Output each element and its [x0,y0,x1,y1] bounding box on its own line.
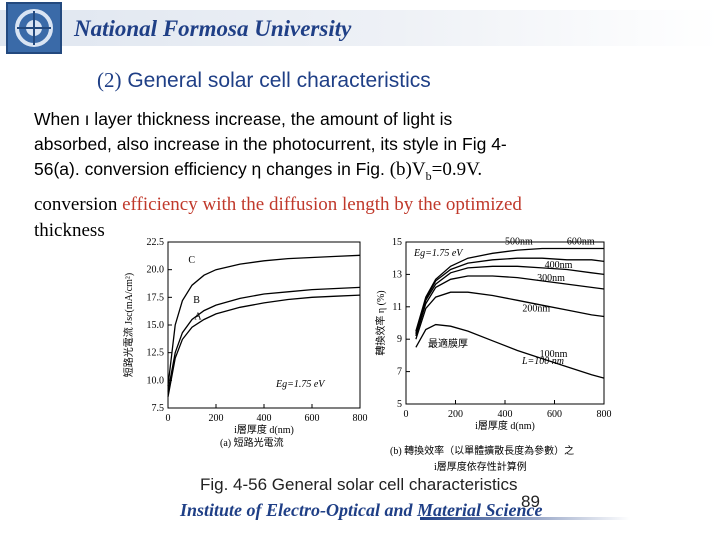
body-line-3: 56(a). conversion efficiency η changes i… [34,158,694,188]
series-label-600nm: 600nm [567,236,595,247]
series-line-A [167,294,361,398]
university-logo-icon [6,2,62,54]
y-tick-label: 13 [392,269,402,280]
chart-a-caption: (a) 短路光電流 [220,436,284,449]
chart-b-annotation-optimum: 最適膜厚 [428,337,468,350]
series-label-500nm: 500nm [505,236,533,247]
section-number: (2) [97,68,122,92]
series-line-400nm [415,265,605,335]
x-tick-label: 800 [597,409,612,420]
body-line-4-red: efficiency with the diffusion length by … [122,194,522,215]
series-line-C [167,254,361,386]
body-line-5: thickness [34,220,105,241]
y-tick-label: 12.5 [147,348,165,359]
footer-institute: Institute of Electro-Optical and Materia… [180,500,543,520]
chart-b-caption-line-1: (b) 轉換效率（以單體擴散長度為參數）之 [390,444,574,457]
x-tick-label: 200 [209,413,224,424]
y-axis-label: 轉換效率 η (%) [374,290,387,355]
body-line-2: absorbed, also increase in the photocurr… [34,134,507,154]
body-line-3-text: 56(a). conversion efficiency η changes i… [34,159,385,179]
x-tick-label: 800 [353,413,368,424]
y-tick-label: 7 [397,367,402,378]
chart-b: 0 200 400 600 800 5 7 9 11 13 15 600nm 500nm 400nm 300… [372,232,622,477]
header-band [0,10,720,46]
y-tick-label: 9 [397,334,402,345]
x-axis-label: i層厚度 d(nm) [234,423,294,436]
plot-frame [167,241,361,409]
series-label-B: B [193,295,200,306]
y-tick-label: 15 [392,237,402,248]
y-tick-label: 15.0 [147,320,165,331]
y-tick-label: 10.0 [147,375,165,386]
series-label-A: A [194,311,202,322]
chart-a-annotation: Eg=1.75 eV [275,379,326,390]
y-tick-label: 20.0 [147,265,165,276]
series-line-600nm [415,247,604,332]
series-line-300nm [415,275,605,337]
footer-rule [420,517,630,520]
series-line-200nm [415,291,605,340]
figure-caption: Fig. 4-56 General solar cell characteris… [200,475,518,494]
x-tick-label: 400 [498,409,513,420]
x-axis-label: i層厚度 d(nm) [475,419,535,432]
x-tick-label: 200 [448,409,463,420]
y-tick-label: 17.5 [147,292,165,303]
body-line-3-voltage: (b)Vb=0.9V. [389,159,483,183]
x-tick-label: 400 [257,413,272,424]
body-line-4-black: conversion [34,194,123,215]
section-title-text: General solar cell characteristics [127,69,431,92]
y-axis-label: 短路光電流 Jsc(mA/cm²) [122,273,135,377]
chart-a: 0 200 400 600 800 7.5 10.0 12.5 15.0 17.5 20.0 22.5… [120,232,370,457]
body-line-1: When ı layer thickness increase, the amo… [34,109,453,129]
y-tick-label: 5 [397,399,402,410]
series-label-300nm: 300nm [537,273,565,284]
chart-b-annotation-l: L=100 nm [521,356,564,367]
series-label-400nm: 400nm [545,260,573,271]
section-title: (2) General solar cell characteristics [97,68,431,93]
chart-a-svg: 0 200 400 600 800 7.5 10.0 12.5 15.0 17.5 20.0 22.5… [122,237,368,449]
x-tick-label: 600 [547,409,562,420]
series-label-100nm: 100nm [540,349,568,360]
university-name: National Formosa University [74,16,352,41]
page-number: 89 [521,492,540,511]
x-tick-label: 0 [166,413,171,424]
body-line-4: conversion efficiency with the diffusion… [34,193,694,216]
series-line-100nm [415,323,605,379]
chart-b-annotation-eg: Eg=1.75 eV [413,248,464,259]
chart-b-caption-line-2: i層厚度依存性計算例 [434,460,527,473]
series-label-200nm: 200nm [522,304,550,315]
y-tick-label: 7.5 [152,403,165,414]
x-tick-label: 0 [404,409,409,420]
chart-b-svg: 0 200 400 600 800 5 7 9 11 13 15 600nm 500nm 400nm 300… [374,236,612,473]
y-tick-label: 22.5 [147,237,165,248]
x-tick-label: 600 [305,413,320,424]
y-tick-label: 11 [392,302,402,313]
series-line-B [167,286,361,392]
series-label-C: C [188,255,195,266]
series-line-500nm [415,257,605,333]
